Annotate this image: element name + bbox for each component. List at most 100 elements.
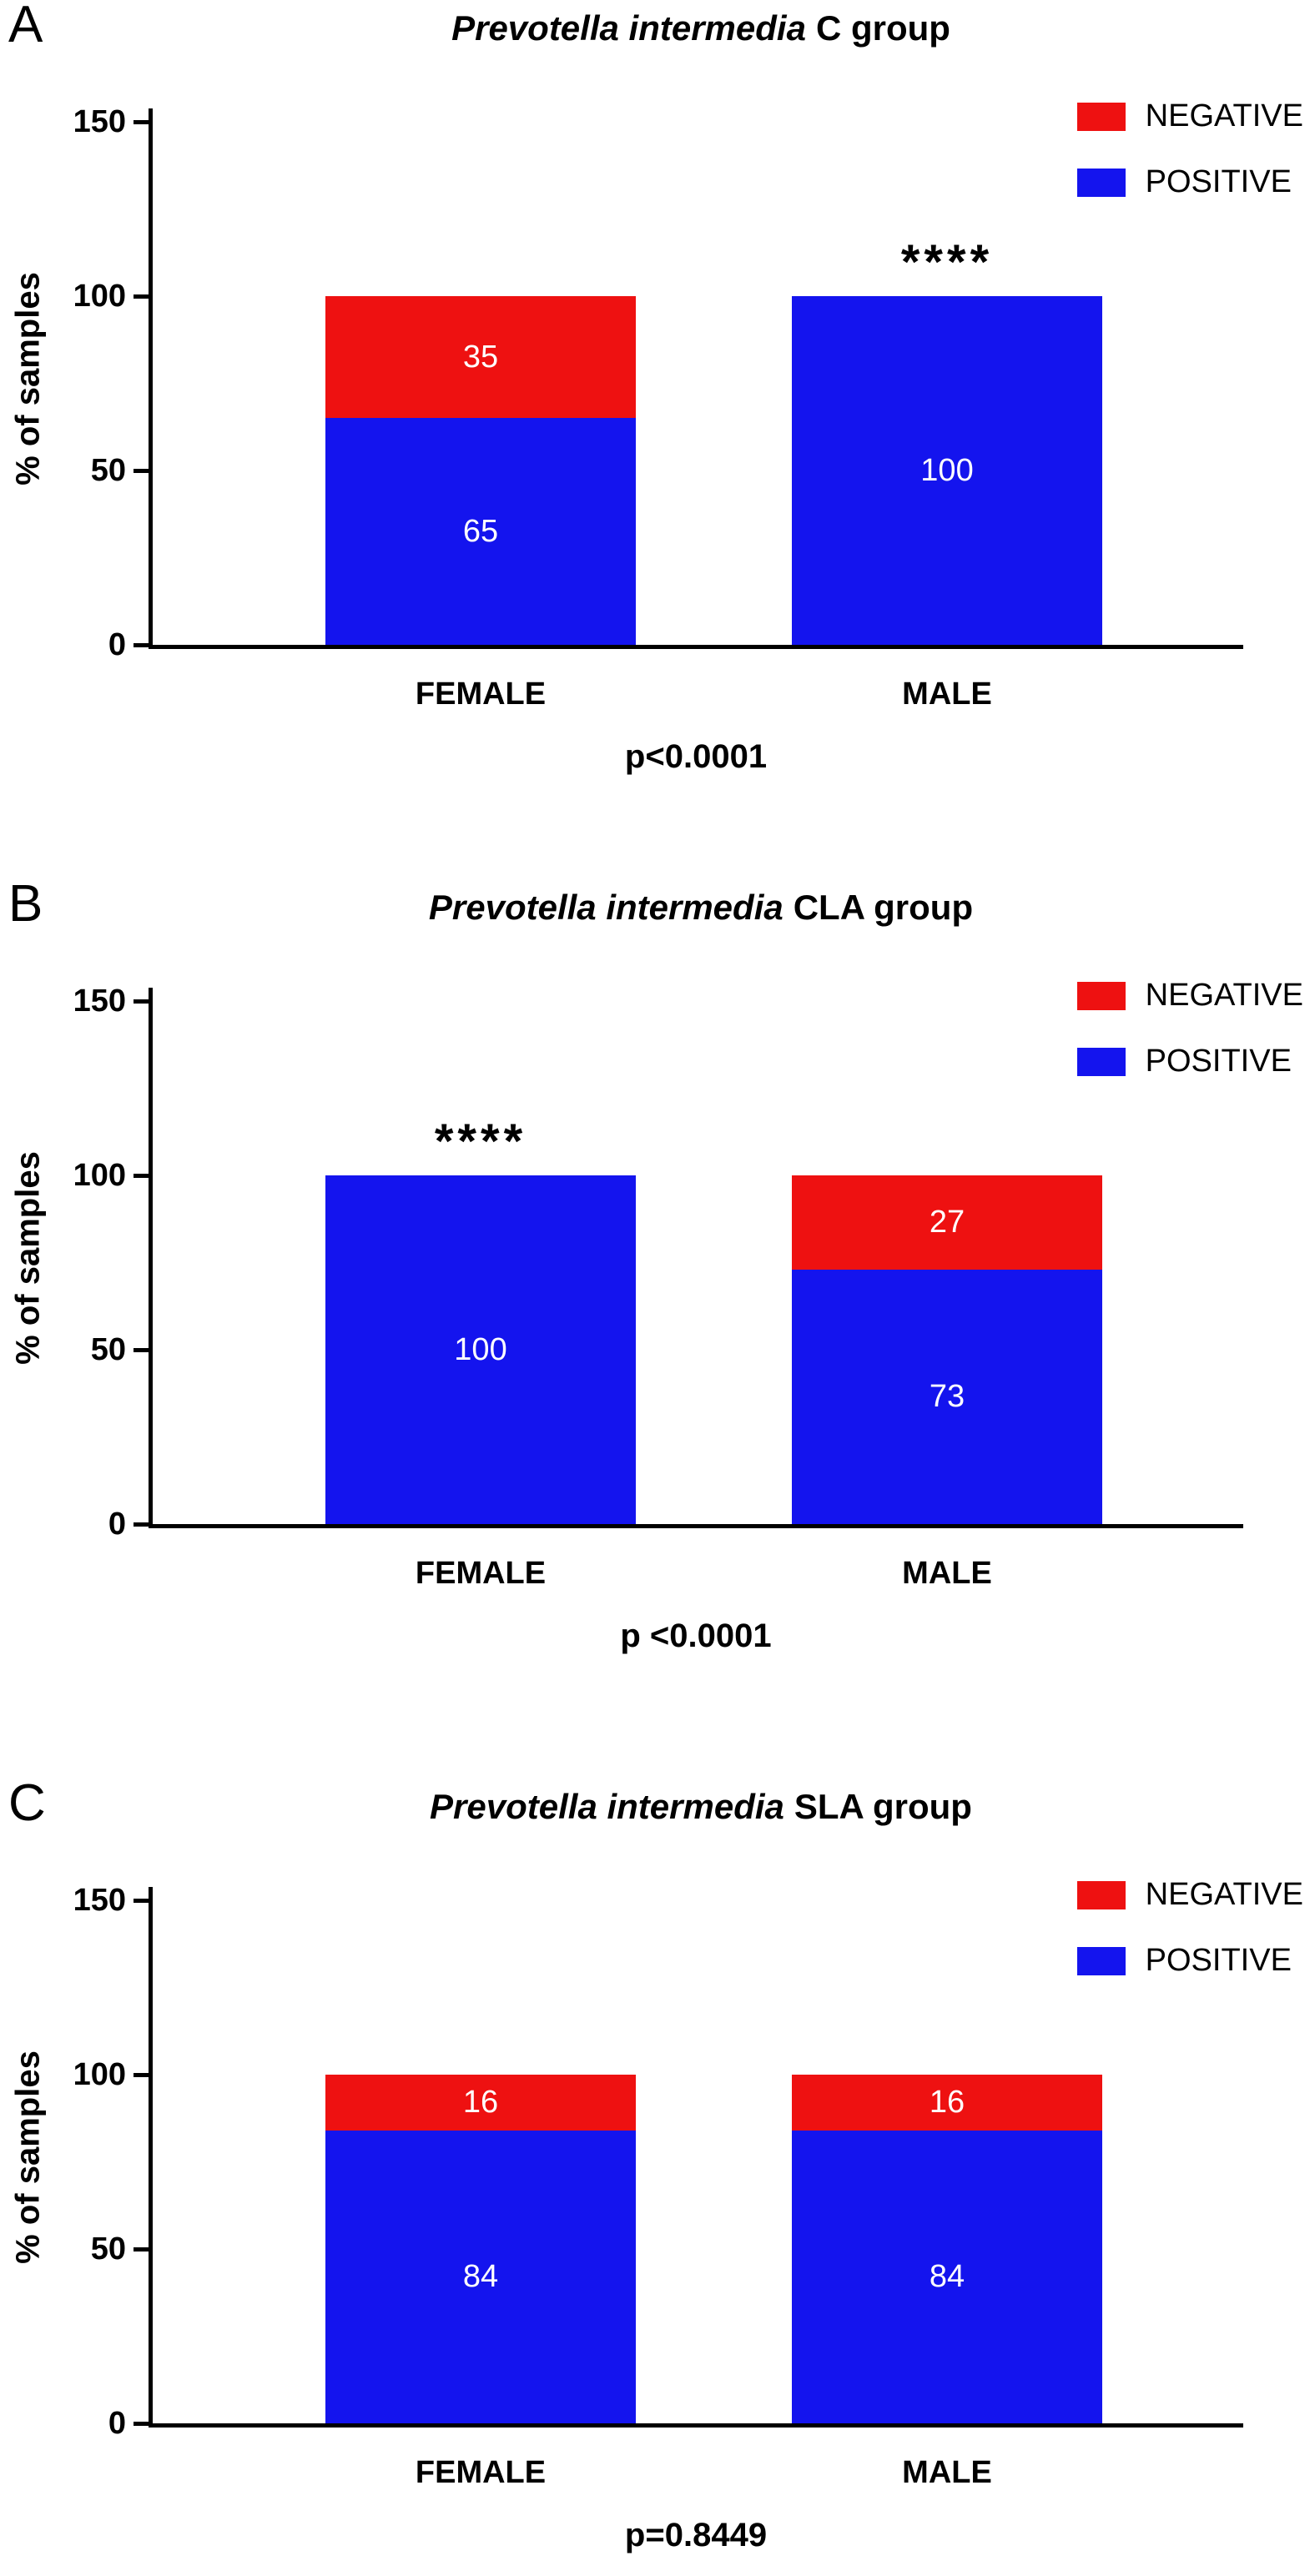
bar-segment-positive: 100 bbox=[325, 1175, 636, 1524]
bar-value-label: 35 bbox=[462, 339, 499, 375]
legend-item-positive: POSITIVE bbox=[1076, 1044, 1303, 1079]
bar-segment-positive: 73 bbox=[792, 1269, 1102, 1524]
x-axis-label-female: FEMALE bbox=[415, 1556, 547, 1591]
y-axis-tick-label: 50 bbox=[90, 1332, 126, 1367]
x-axis-label-male: MALE bbox=[902, 2455, 992, 2490]
legend-label-positive: POSITIVE bbox=[1145, 1044, 1292, 1079]
x-axis-label-male: MALE bbox=[902, 1556, 992, 1591]
bar-value-label: 16 bbox=[462, 2084, 499, 2120]
bar-value-label: 65 bbox=[462, 513, 499, 549]
bar-segment-positive: 84 bbox=[792, 2130, 1102, 2423]
legend-label-positive: POSITIVE bbox=[1145, 164, 1292, 199]
panel-c: C Prevotella intermedia SLA group % of sa… bbox=[0, 1774, 1315, 2576]
y-axis-label: % of samples bbox=[9, 272, 47, 486]
legend: NEGATIVE POSITIVE bbox=[1076, 1877, 1303, 1979]
legend-item-negative: NEGATIVE bbox=[1076, 98, 1303, 134]
y-axis-tick bbox=[134, 468, 149, 473]
bar-segment-positive: 84 bbox=[325, 2130, 636, 2423]
y-axis-tick bbox=[134, 1347, 149, 1352]
chart-title-group: SLA group bbox=[794, 1787, 972, 1826]
y-axis-tick bbox=[134, 1898, 149, 1903]
panel-letter-b: B bbox=[8, 875, 43, 933]
significance-marker: **** bbox=[900, 234, 994, 289]
bar-segment-negative: 16 bbox=[792, 2075, 1102, 2131]
bar-stack-male: 73 27 bbox=[792, 1175, 1102, 1524]
x-axis-label-male: MALE bbox=[902, 677, 992, 712]
y-axis-tick bbox=[134, 999, 149, 1004]
y-axis-tick-label: 50 bbox=[90, 453, 126, 488]
legend-label-negative: NEGATIVE bbox=[1145, 98, 1303, 133]
significance-marker: **** bbox=[434, 1114, 527, 1169]
y-axis-tick bbox=[134, 294, 149, 299]
y-axis-tick bbox=[134, 642, 149, 647]
p-value: p<0.0001 bbox=[624, 738, 768, 775]
bar-segment-positive: 100 bbox=[792, 296, 1102, 645]
bar-segment-negative: 16 bbox=[325, 2075, 636, 2131]
legend: NEGATIVE POSITIVE bbox=[1076, 98, 1303, 200]
bar-value-label: 84 bbox=[929, 2258, 965, 2294]
bar-value-label: 84 bbox=[462, 2258, 499, 2294]
y-axis-tick bbox=[134, 2421, 149, 2426]
y-axis-tick-label: 100 bbox=[73, 279, 126, 314]
positive-color-swatch bbox=[1076, 1047, 1126, 1076]
plot-area: 0 50 100 150 84 16 FEMALE 84 16 MALE bbox=[73, 1883, 1243, 2490]
bar-value-label: 100 bbox=[454, 1331, 507, 1367]
bar-stack-male: 84 16 bbox=[792, 2075, 1102, 2423]
y-axis-tick-label: 100 bbox=[73, 2057, 126, 2092]
legend: NEGATIVE POSITIVE bbox=[1076, 978, 1303, 1079]
positive-color-swatch bbox=[1076, 1946, 1126, 1975]
negative-color-swatch bbox=[1076, 1880, 1126, 1909]
panel-a: A Prevotella intermedia C group % of samp… bbox=[0, 0, 1315, 879]
x-axis-label-female: FEMALE bbox=[415, 2455, 547, 2490]
bar-segment-positive: 65 bbox=[325, 418, 636, 645]
bar-value-label: 27 bbox=[929, 1204, 965, 1240]
y-axis-tick-label: 0 bbox=[108, 2406, 126, 2441]
plot-area: 0 50 100 150 100 FEMALE **** 73 27 MALE bbox=[73, 984, 1243, 1591]
chart-title: Prevotella intermedia SLA group bbox=[159, 1779, 1243, 1827]
bar-stack-female: 84 16 bbox=[325, 2075, 636, 2423]
positive-color-swatch bbox=[1076, 168, 1126, 197]
chart-title: Prevotella intermedia CLA group bbox=[159, 879, 1243, 928]
bar-value-label: 16 bbox=[929, 2084, 965, 2120]
bar-value-label: 73 bbox=[929, 1378, 965, 1414]
chart-title-species: Prevotella intermedia bbox=[428, 888, 783, 927]
y-axis-tick bbox=[134, 119, 149, 124]
p-value: p <0.0001 bbox=[620, 1618, 772, 1654]
panel-letter-c: C bbox=[8, 1774, 46, 1832]
chart-title-group: C group bbox=[815, 8, 950, 48]
y-axis-tick-label: 150 bbox=[73, 1883, 126, 1918]
legend-item-negative: NEGATIVE bbox=[1076, 978, 1303, 1014]
x-axis-label-female: FEMALE bbox=[415, 677, 547, 712]
legend-label-positive: POSITIVE bbox=[1145, 1943, 1292, 1978]
bar-stack-male: 100 bbox=[792, 296, 1102, 645]
y-axis-tick bbox=[134, 2072, 149, 2077]
y-axis-tick bbox=[134, 2246, 149, 2251]
panel-letter-a: A bbox=[8, 0, 43, 53]
bar-segment-negative: 35 bbox=[325, 296, 636, 419]
y-axis-tick-label: 50 bbox=[90, 2231, 126, 2267]
panel-b: B Prevotella intermedia CLA group % of sa… bbox=[0, 875, 1315, 1779]
plot-area: 0 50 100 150 65 35 FEMALE 100 MALE **** bbox=[73, 104, 1243, 712]
legend-label-negative: NEGATIVE bbox=[1145, 978, 1303, 1013]
legend-item-negative: NEGATIVE bbox=[1076, 1877, 1303, 1913]
y-axis-tick-label: 150 bbox=[73, 104, 126, 139]
y-axis-tick bbox=[134, 1522, 149, 1527]
legend-item-positive: POSITIVE bbox=[1076, 164, 1303, 200]
bar-stack-female: 100 bbox=[325, 1175, 636, 1524]
bar-value-label: 100 bbox=[920, 452, 974, 488]
legend-item-positive: POSITIVE bbox=[1076, 1943, 1303, 1979]
negative-color-swatch bbox=[1076, 981, 1126, 1010]
y-axis-tick bbox=[134, 1173, 149, 1178]
y-axis-label: % of samples bbox=[9, 1151, 47, 1365]
y-axis-tick-label: 0 bbox=[108, 627, 126, 662]
negative-color-swatch bbox=[1076, 102, 1126, 131]
y-axis-tick-label: 150 bbox=[73, 984, 126, 1019]
y-axis-tick-label: 100 bbox=[73, 1158, 126, 1193]
y-axis-tick-label: 0 bbox=[108, 1507, 126, 1542]
p-value: p=0.8449 bbox=[624, 2517, 768, 2553]
chart-title: Prevotella intermedia C group bbox=[159, 0, 1243, 48]
chart-title-group: CLA group bbox=[793, 888, 974, 927]
bar-stack-female: 65 35 bbox=[325, 296, 636, 645]
chart-title-species: Prevotella intermedia bbox=[451, 8, 806, 48]
